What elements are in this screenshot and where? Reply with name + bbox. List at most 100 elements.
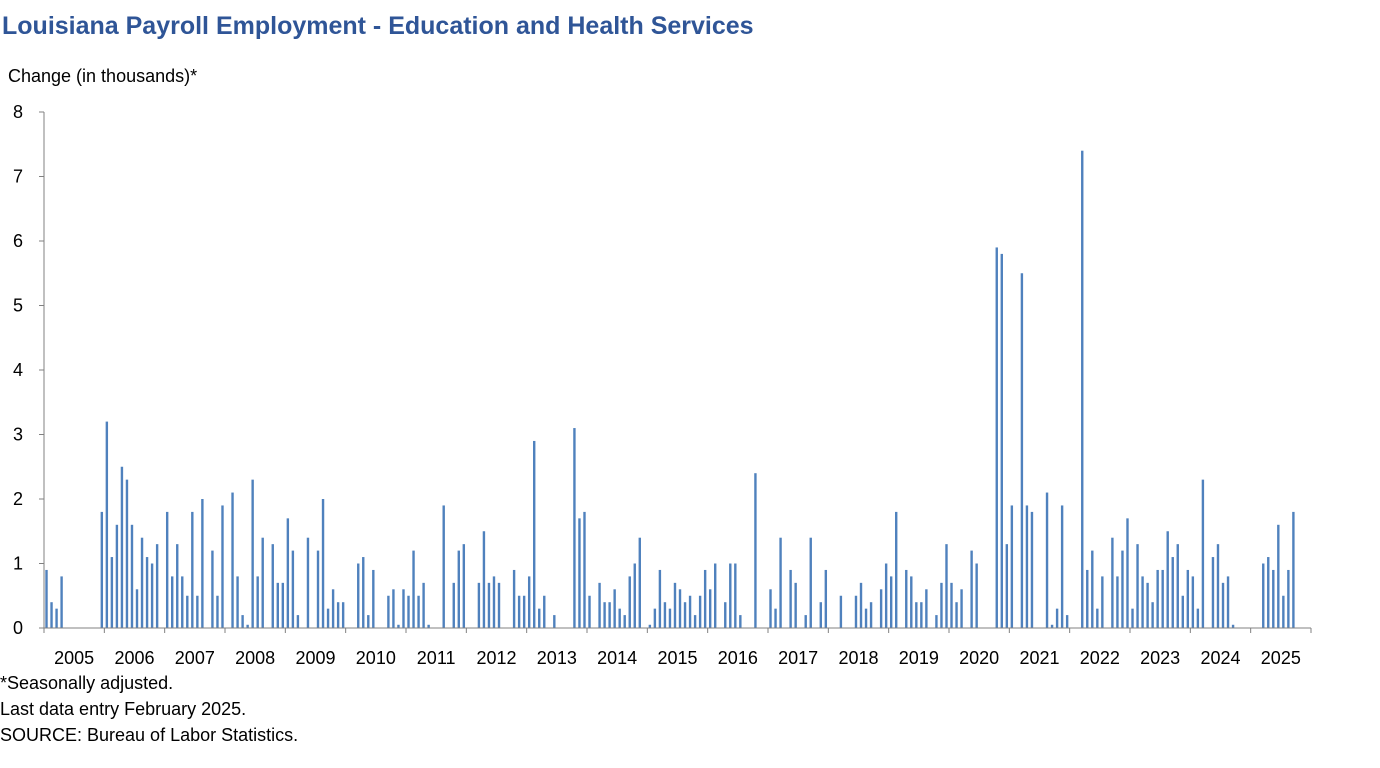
bar [186, 595, 189, 628]
bar [533, 440, 536, 628]
bar [1146, 582, 1149, 628]
bar [668, 608, 672, 628]
bar [261, 537, 264, 628]
x-tick-label: 2021 [1019, 648, 1059, 668]
bar [819, 602, 822, 628]
bar [45, 569, 48, 628]
bar [1231, 624, 1235, 628]
x-tick-label: 2010 [356, 648, 396, 668]
bar [171, 576, 174, 628]
bar [296, 615, 300, 628]
bar [1131, 608, 1134, 628]
bar [427, 624, 430, 628]
bar [1161, 569, 1164, 628]
bar [714, 563, 717, 628]
bar [176, 544, 179, 628]
bar [1287, 569, 1290, 628]
bar [115, 524, 119, 628]
bar [663, 602, 667, 628]
bar [1186, 569, 1190, 628]
bar [794, 582, 797, 628]
bar [995, 247, 998, 628]
bar [276, 582, 279, 628]
bar [693, 615, 697, 628]
bar [895, 511, 898, 628]
bar [970, 550, 973, 628]
bar [889, 576, 893, 628]
bar [336, 602, 340, 628]
bar [935, 615, 938, 628]
bar [60, 576, 63, 628]
bar [281, 582, 285, 628]
bar [422, 582, 425, 628]
bars-group [45, 150, 1295, 628]
bar [678, 589, 682, 628]
x-tick-label: 2018 [838, 648, 878, 668]
bar [1050, 624, 1054, 628]
bar [1201, 479, 1205, 628]
bar [1171, 557, 1174, 628]
x-tick-labels: 2005 2006 2007 2008 2009 2010 2011 2012 2013 2014… [54, 648, 1301, 668]
bar [653, 608, 657, 628]
bar [920, 602, 923, 628]
bar [940, 582, 943, 628]
bar [286, 518, 290, 628]
bar [271, 544, 274, 628]
bar [1267, 557, 1270, 628]
bar [181, 576, 184, 628]
y-tick-label: 8 [13, 102, 23, 122]
bar [1126, 518, 1129, 628]
bar [613, 589, 616, 628]
bar [734, 563, 737, 628]
bar [910, 576, 913, 628]
bar [216, 595, 219, 628]
y-tick-label: 5 [13, 296, 23, 316]
bar [1101, 576, 1104, 628]
bar [628, 576, 631, 628]
bar [1045, 492, 1049, 628]
x-tick-label: 2023 [1140, 648, 1180, 668]
bar [110, 557, 114, 628]
y-tick-label: 3 [13, 425, 23, 445]
x-tick-label: 2020 [959, 648, 999, 668]
bar [724, 602, 727, 628]
bar [1065, 615, 1069, 628]
bar [105, 421, 109, 628]
bar [623, 615, 626, 628]
x-tick-label: 2024 [1200, 648, 1240, 668]
bar [497, 582, 501, 628]
bar [1030, 511, 1034, 628]
bar [316, 550, 320, 628]
x-tick-label: 2016 [718, 648, 758, 668]
x-tick-label: 2008 [235, 648, 275, 668]
bar [869, 602, 873, 628]
bar [1081, 150, 1084, 628]
bar [492, 576, 496, 628]
bar [1181, 595, 1184, 628]
bar [824, 569, 828, 628]
x-tick-label: 2019 [899, 648, 939, 668]
bar [135, 589, 139, 628]
chart-title: Louisiana Payroll Employment - Education… [2, 12, 754, 40]
bar [1292, 511, 1295, 628]
bar [633, 563, 636, 628]
bar [1226, 576, 1230, 628]
bar [703, 569, 707, 628]
bar [442, 505, 445, 628]
bar [321, 499, 325, 628]
bar [1221, 582, 1225, 628]
x-tick-label: 2013 [537, 648, 577, 668]
bar [191, 511, 194, 628]
bar [1121, 550, 1124, 628]
bar [879, 589, 883, 628]
y-tick-label: 6 [13, 231, 23, 251]
bar [603, 602, 606, 628]
bar [698, 595, 702, 628]
bar [482, 531, 486, 628]
bar [804, 615, 807, 628]
bar [256, 576, 259, 628]
bar [739, 615, 742, 628]
bar [417, 595, 420, 628]
bar [839, 595, 843, 628]
